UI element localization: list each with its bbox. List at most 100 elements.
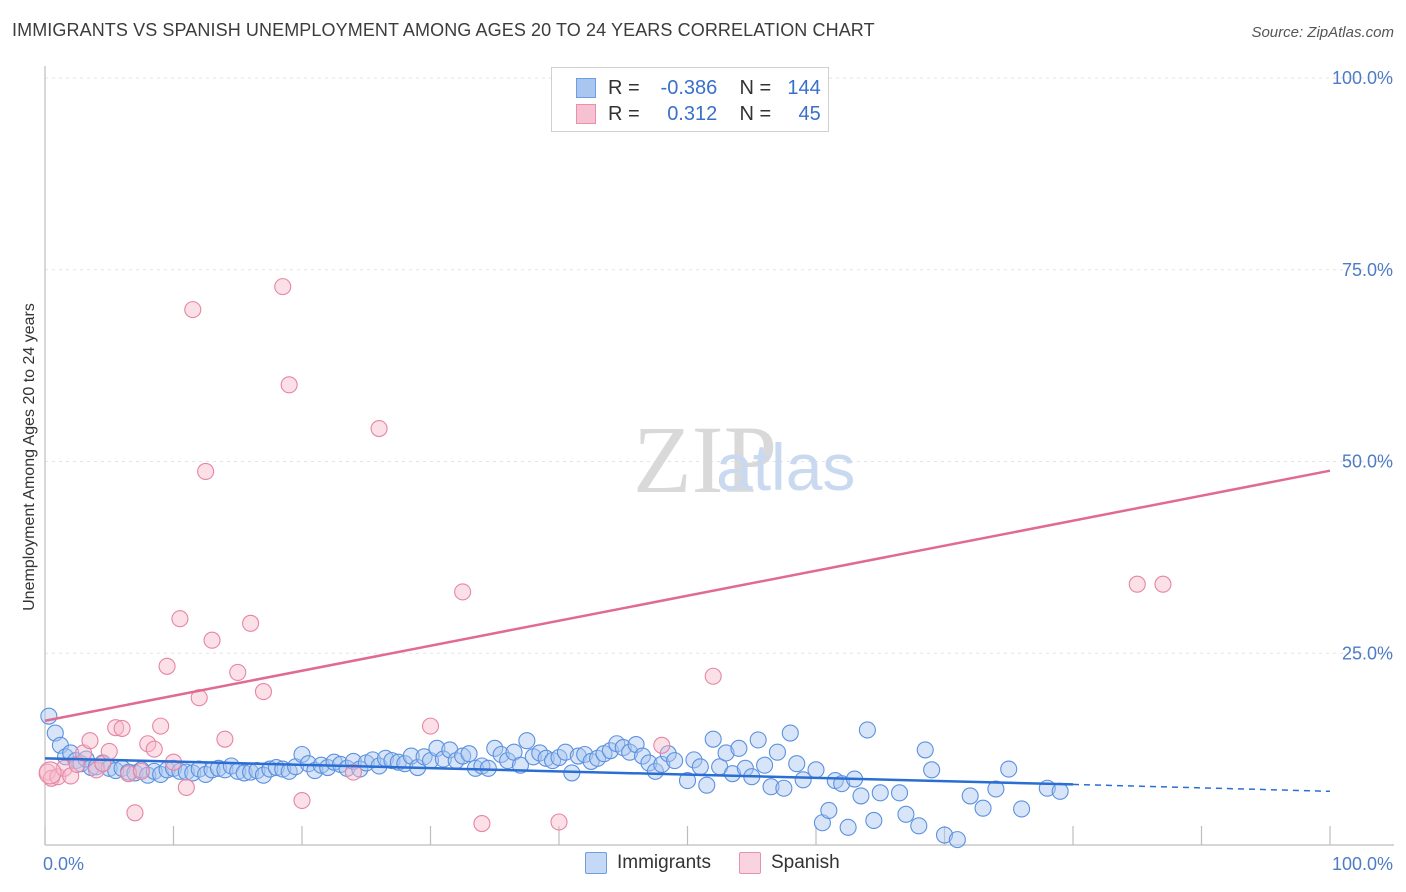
- spanish-point: [177, 778, 195, 797]
- legend-n-label: N =: [739, 102, 772, 125]
- immigrants-point: [871, 784, 889, 802]
- immigrants-point: [839, 818, 857, 836]
- spanish-point: [203, 631, 221, 649]
- immigrants-point: [486, 739, 504, 757]
- legend-r-value: 0.312: [667, 102, 718, 125]
- immigrants-point: [923, 761, 941, 779]
- immigrants-point: [209, 759, 228, 777]
- spanish-point: [49, 768, 67, 786]
- spanish-point: [152, 717, 170, 735]
- immigrants-point: [537, 749, 555, 767]
- chart-title: IMMIGRANTS VS SPANISH UNEMPLOYMENT AMONG…: [12, 20, 875, 40]
- immigrants-point: [383, 752, 401, 770]
- immigrants-point: [492, 745, 510, 764]
- immigrants-point: [653, 755, 671, 774]
- x-tick-label: 0.0%: [43, 854, 84, 874]
- immigrants-point: [948, 831, 966, 849]
- spanish-point: [38, 761, 62, 785]
- immigrants-point: [235, 764, 253, 782]
- legend-label-immigrants: Immigrants: [617, 852, 711, 873]
- immigrants-point: [659, 745, 677, 763]
- legend-item-immigrants[interactable]: Immigrants: [585, 852, 711, 874]
- immigrants-point: [768, 743, 787, 761]
- immigrants-point: [890, 784, 909, 802]
- immigrants-trend-extension: [1072, 783, 1331, 793]
- immigrants-point: [454, 747, 472, 765]
- series-legend: Immigrants Spanish: [585, 852, 868, 874]
- y-tick-label: 100.0%: [1332, 68, 1393, 88]
- immigrants-trend-line: [44, 757, 1074, 786]
- immigrants-point: [858, 721, 876, 739]
- spanish-point: [1128, 575, 1146, 593]
- source-credit: Source: ZipAtlas.com: [1251, 24, 1394, 41]
- immigrants-point: [730, 739, 748, 757]
- immigrants-point: [177, 763, 195, 781]
- immigrants-point: [1051, 782, 1069, 800]
- spanish-point: [119, 765, 138, 783]
- x-tick-label: 100.0%: [1332, 854, 1393, 874]
- immigrants-point: [723, 765, 742, 783]
- legend-swatch-spanish: [576, 104, 596, 124]
- spanish-point: [344, 763, 362, 781]
- immigrants-point: [788, 755, 806, 773]
- legend-swatch-immigrants: [576, 78, 596, 98]
- spanish-point: [653, 736, 671, 754]
- immigrants-point: [601, 742, 619, 760]
- grid: [45, 77, 1394, 654]
- spanish-point: [158, 657, 176, 675]
- immigrants-point: [460, 745, 478, 763]
- immigrants-point: [910, 817, 928, 835]
- spanish-point: [81, 732, 99, 750]
- spanish-point: [145, 740, 163, 758]
- immigrants-point: [820, 801, 838, 820]
- immigrants-point: [807, 761, 825, 779]
- spanish-trend-line: [44, 469, 1331, 722]
- immigrants-point: [897, 805, 915, 823]
- immigrants-point: [865, 811, 883, 830]
- immigrants-point: [974, 799, 992, 817]
- immigrants-point: [434, 750, 452, 768]
- spanish-point: [254, 683, 273, 701]
- immigrants-point: [254, 766, 273, 784]
- spanish-point: [171, 610, 189, 628]
- legend-row-immigrants: R = -0.386 N = 144: [576, 76, 821, 100]
- immigrants-point: [685, 751, 703, 769]
- immigrants-point: [1000, 760, 1018, 778]
- spanish-point: [132, 762, 150, 780]
- immigrants-point: [961, 787, 979, 805]
- y-tick-label: 75.0%: [1342, 260, 1393, 280]
- legend-n-label: N =: [739, 76, 772, 99]
- immigrants-point: [935, 826, 954, 844]
- watermark-atlas: atlas: [716, 430, 855, 504]
- immigrants-point: [775, 779, 793, 797]
- immigrants-point: [678, 772, 697, 790]
- spanish-point: [184, 301, 202, 319]
- immigrants-point: [717, 744, 735, 762]
- spanish-point: [242, 614, 260, 632]
- spanish-point: [107, 719, 125, 737]
- immigrants-point: [293, 745, 311, 764]
- spanish-point: [113, 719, 131, 737]
- spanish-point: [229, 663, 247, 681]
- immigrants-point: [781, 724, 799, 742]
- immigrants-point: [646, 762, 664, 780]
- immigrants-point: [704, 730, 722, 748]
- immigrants-point: [640, 754, 658, 772]
- immigrants-point: [852, 787, 870, 805]
- spanish-point: [280, 376, 298, 394]
- immigrants-point: [1013, 800, 1031, 818]
- spanish-point: [421, 717, 440, 735]
- legend-item-spanish[interactable]: Spanish: [738, 852, 840, 874]
- watermark: ZIP atlas: [633, 406, 855, 513]
- spanish-point: [197, 462, 215, 481]
- immigrants-point: [756, 756, 774, 774]
- spanish-point: [100, 742, 118, 760]
- immigrants-point: [556, 743, 574, 761]
- immigrants-point: [428, 739, 446, 757]
- spanish-point: [293, 791, 311, 810]
- legend-r-label: R =: [608, 102, 640, 125]
- immigrants-point: [633, 747, 652, 765]
- legend-swatch-spanish: [738, 852, 761, 874]
- watermark-zip: ZIP: [633, 406, 777, 513]
